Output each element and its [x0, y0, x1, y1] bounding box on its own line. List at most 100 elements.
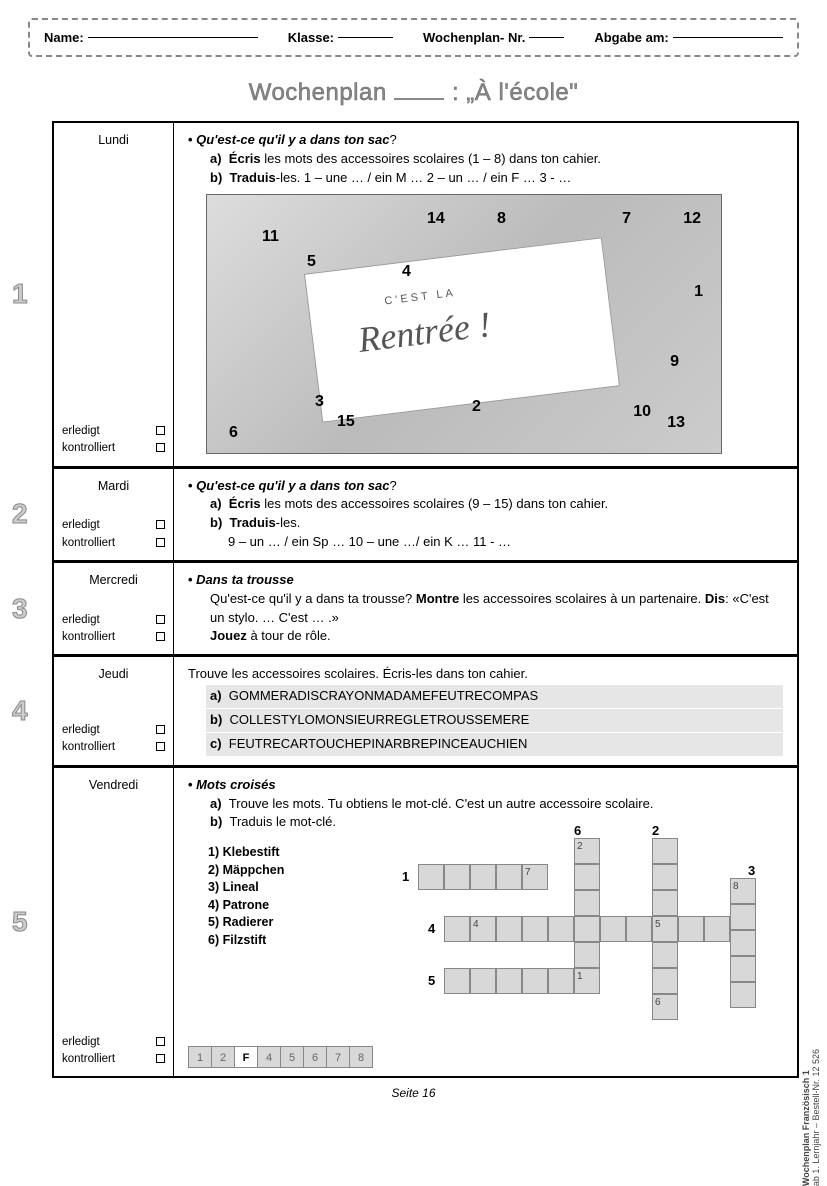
mer-l1b: Montre: [416, 591, 459, 606]
done-checkbox[interactable]: [156, 520, 165, 529]
sol-8[interactable]: 8: [349, 1046, 373, 1068]
cw-cell[interactable]: [600, 916, 626, 942]
cw-cell[interactable]: [470, 968, 496, 994]
cw-cell[interactable]: [574, 916, 600, 942]
cw-cell[interactable]: 8: [730, 878, 756, 904]
cw-cell[interactable]: [678, 916, 704, 942]
clue-2: 2) Mäppchen: [208, 863, 284, 877]
checked-checkbox[interactable]: [156, 632, 165, 641]
cw-cell[interactable]: [522, 968, 548, 994]
sol-1[interactable]: 1: [188, 1046, 212, 1068]
mardi-a-kw: Écris: [229, 496, 261, 511]
status-mercredi: erledigt kontrolliert: [62, 612, 165, 647]
cw-cell[interactable]: [574, 864, 600, 890]
sol-7[interactable]: 7: [326, 1046, 350, 1068]
sol-4[interactable]: 4: [257, 1046, 281, 1068]
content-jeudi: Trouve les accessoires scolaires. Écris-…: [174, 657, 797, 764]
cw-cell[interactable]: [652, 968, 678, 994]
row-mardi: 2 Mardi erledigt kontrolliert Qu'est-ce …: [54, 469, 797, 563]
ven-t: Mots croisés: [196, 777, 275, 792]
gnum-4: 4: [428, 920, 435, 939]
imgnum-4: 4: [402, 260, 411, 283]
cw-cell[interactable]: [444, 916, 470, 942]
cw-cell[interactable]: [652, 890, 678, 916]
cw-cell[interactable]: [548, 968, 574, 994]
done-checkbox[interactable]: [156, 725, 165, 734]
cw-cell[interactable]: 2: [574, 838, 600, 864]
checked-checkbox[interactable]: [156, 1054, 165, 1063]
status-jeudi: erledigt kontrolliert: [62, 722, 165, 757]
cw-cell[interactable]: 1: [574, 968, 600, 994]
cw-cell[interactable]: [496, 916, 522, 942]
imgnum-12: 12: [683, 207, 701, 230]
mer-l1c: les accessoires scolaires à un partenair…: [459, 591, 705, 606]
abgabe-blank[interactable]: [673, 37, 783, 38]
sol-F[interactable]: F: [234, 1046, 258, 1068]
abgabe-label: Abgabe am:: [594, 30, 668, 45]
checked-label: kontrolliert: [62, 631, 115, 643]
title-blank[interactable]: [394, 98, 444, 100]
abgabe-field: Abgabe am:: [594, 30, 782, 45]
name-label: Name:: [44, 30, 84, 45]
sol-6[interactable]: 6: [303, 1046, 327, 1068]
cw-cell[interactable]: [444, 864, 470, 890]
done-label: erledigt: [62, 519, 100, 531]
dayname-vendredi: Vendredi: [62, 778, 165, 792]
cw-cell[interactable]: 6: [652, 994, 678, 1020]
done-checkbox[interactable]: [156, 426, 165, 435]
cw-cell[interactable]: 5: [652, 916, 678, 942]
cw-cell[interactable]: [548, 916, 574, 942]
imgnum-1: 1: [694, 280, 703, 303]
cw-cell[interactable]: 4: [470, 916, 496, 942]
cw-cell[interactable]: [496, 968, 522, 994]
checked-checkbox[interactable]: [156, 443, 165, 452]
wpnr-blank[interactable]: [529, 37, 564, 38]
cw-cell[interactable]: [444, 968, 470, 994]
solution-row[interactable]: 12F45678: [188, 1046, 783, 1068]
dayside-mardi: Mardi erledigt kontrolliert: [54, 469, 174, 560]
content-mercredi: Dans ta trousse Qu'est-ce qu'il y a dans…: [174, 563, 797, 654]
cw-cell[interactable]: [574, 942, 600, 968]
daynum-2: 2: [12, 498, 28, 530]
cw-cell[interactable]: [730, 956, 756, 982]
cw-cell[interactable]: [574, 890, 600, 916]
done-checkbox[interactable]: [156, 1037, 165, 1046]
cw-cell[interactable]: [418, 864, 444, 890]
daynum-3: 3: [12, 593, 28, 625]
cw-cell[interactable]: [522, 916, 548, 942]
dayname-mercredi: Mercredi: [62, 573, 165, 587]
cw-cell[interactable]: [470, 864, 496, 890]
imgnum-8: 8: [497, 207, 506, 230]
mer-l1a: Qu'est-ce qu'il y a dans ta trousse?: [210, 591, 416, 606]
lundi-q: Qu'est-ce qu'il y a dans ton sac: [196, 132, 389, 147]
sol-5[interactable]: 5: [280, 1046, 304, 1068]
cw-cell[interactable]: [652, 942, 678, 968]
done-checkbox[interactable]: [156, 615, 165, 624]
cw-cell[interactable]: [730, 930, 756, 956]
checked-checkbox[interactable]: [156, 538, 165, 547]
name-blank[interactable]: [88, 37, 258, 38]
dayname-mardi: Mardi: [62, 479, 165, 493]
cw-cell[interactable]: [496, 864, 522, 890]
content-mardi: Qu'est-ce qu'il y a dans ton sac? a) Écr…: [174, 469, 797, 560]
sol-2[interactable]: 2: [211, 1046, 235, 1068]
imgnum-15: 15: [337, 410, 355, 433]
checked-checkbox[interactable]: [156, 742, 165, 751]
title-prefix: Wochenplan: [249, 79, 387, 106]
cw-cell[interactable]: [652, 838, 678, 864]
cw-cell[interactable]: [626, 916, 652, 942]
cw-cell[interactable]: 7: [522, 864, 548, 890]
cw-cell[interactable]: [730, 904, 756, 930]
done-label: erledigt: [62, 724, 100, 736]
imgnum-5: 5: [307, 250, 316, 273]
lundi-b-kw: Traduis: [230, 170, 276, 185]
status-lundi: erledigt kontrolliert: [62, 423, 165, 458]
content-vendredi: Mots croisés a) Trouve les mots. Tu obti…: [174, 768, 797, 1077]
done-label: erledigt: [62, 1036, 100, 1048]
klasse-blank[interactable]: [338, 37, 393, 38]
mardi-hint: 9 – un … / ein Sp … 10 – une …/ ein K … …: [188, 533, 783, 552]
row-vendredi: 5 Vendredi erledigt kontrolliert Mots cr…: [54, 768, 797, 1077]
cw-cell[interactable]: [730, 982, 756, 1008]
cw-cell[interactable]: [652, 864, 678, 890]
cw-cell[interactable]: [704, 916, 730, 942]
